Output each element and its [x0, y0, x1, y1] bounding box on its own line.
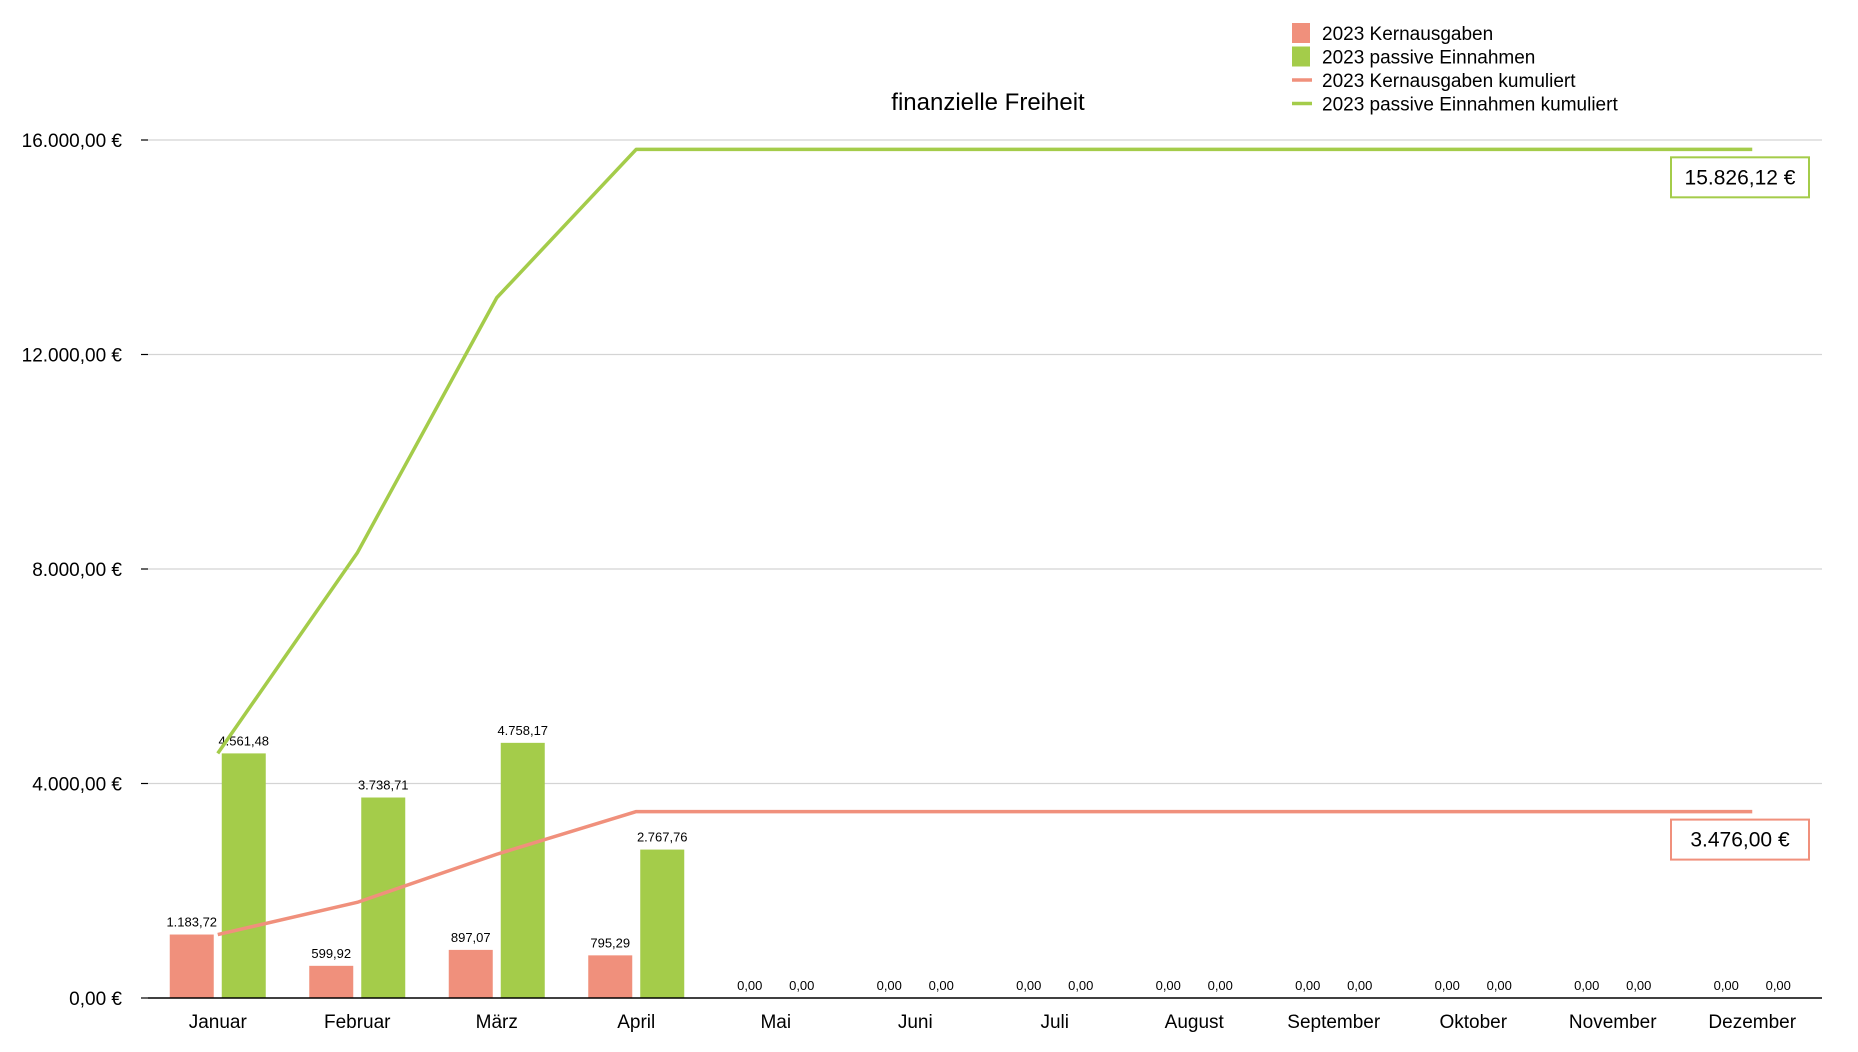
bar-label: 0,00 — [1766, 978, 1791, 993]
y-axis: 0,00 € 4.000,00 € 8.000,00 € 12.000,00 € 16.… — [22, 131, 148, 1010]
bar-label: 0,00 — [1208, 978, 1233, 993]
bar-label: 0,00 — [1487, 978, 1512, 993]
x-tick-label: Februar — [324, 1012, 391, 1033]
x-tick-label: Dezember — [1708, 1012, 1796, 1033]
bar-label: 0,00 — [929, 978, 954, 993]
bar-label: 0,00 — [1068, 978, 1093, 993]
bar-label: 2.767,76 — [637, 830, 688, 845]
lines — [216, 147, 1753, 937]
x-tick-label: September — [1287, 1012, 1381, 1033]
bar-label: 0,00 — [1435, 978, 1460, 993]
legend-swatch — [1292, 23, 1310, 43]
bar-label: 0,00 — [1016, 978, 1041, 993]
bar — [309, 965, 354, 998]
x-tick-label: November — [1569, 1012, 1657, 1033]
bar-label: 0,00 — [789, 978, 814, 993]
bar-label: 0,00 — [1347, 978, 1372, 993]
x-tick-label: Oktober — [1439, 1012, 1507, 1033]
bar — [448, 949, 493, 998]
bar-label: 599,92 — [311, 946, 351, 961]
bar-label: 0,00 — [1574, 978, 1599, 993]
y-tick-label: 16.000,00 € — [22, 131, 123, 152]
legend-label: 2023 passive Einnahmen kumuliert — [1322, 95, 1618, 116]
x-axis: Januar Februar März April Mai Juni Juli August S… — [148, 997, 1822, 1033]
bar-label: 3.738,71 — [358, 778, 409, 793]
bar-label: 0,00 — [1626, 978, 1651, 993]
bar — [640, 849, 685, 998]
legend-label: 2023 passive Einnahmen — [1322, 48, 1535, 69]
bar — [221, 753, 266, 998]
legend-swatch — [1292, 46, 1310, 67]
x-tick-label: Mai — [760, 1012, 791, 1033]
legend-label: 2023 Kernausgaben — [1322, 24, 1493, 45]
x-tick-label: Januar — [189, 1012, 248, 1033]
bars — [169, 742, 685, 998]
y-tick-label: 12.000,00 € — [22, 346, 123, 367]
bar-label: 897,07 — [451, 930, 491, 945]
y-tick-label: 0,00 € — [69, 989, 122, 1010]
series-line — [216, 147, 1753, 755]
x-tick-label: Juli — [1040, 1012, 1069, 1033]
bar-label: 0,00 — [877, 978, 902, 993]
bar — [500, 742, 545, 998]
end-value-label: 15.826,12 € — [1685, 166, 1796, 189]
chart-title: finanzielle Freiheit — [891, 89, 1085, 116]
x-tick-label: März — [476, 1012, 518, 1033]
bar-label: 1.183,72 — [166, 915, 217, 930]
end-value-box — [1670, 156, 1810, 199]
bar-label: 0,00 — [1295, 978, 1320, 993]
series-line — [217, 809, 1753, 937]
grid-lines — [148, 139, 1822, 785]
bar-label: 0,00 — [1714, 978, 1739, 993]
end-labels: 3.476,00 € 15.826,12 € — [1670, 156, 1810, 861]
x-tick-label: August — [1165, 1012, 1225, 1033]
bar — [588, 955, 633, 998]
end-value-box — [1670, 818, 1810, 861]
y-tick-label: 4.000,00 € — [32, 775, 122, 796]
bar — [169, 934, 214, 998]
end-value-label: 3.476,00 € — [1690, 829, 1790, 852]
bar-label: 4.758,17 — [497, 723, 548, 738]
bar-label: 0,00 — [1156, 978, 1181, 993]
bar-label: 0,00 — [737, 978, 762, 993]
legend-label: 2023 Kernausgaben kumuliert — [1322, 71, 1576, 92]
x-tick-label: April — [617, 1012, 655, 1033]
y-tick-label: 8.000,00 € — [32, 560, 122, 581]
bar-label: 795,29 — [590, 935, 630, 950]
bar-labels: 1.183,72 599,92 897,07 795,29 0,00 0,00 0,00 0,… — [166, 723, 1790, 993]
x-tick-label: Juni — [898, 1012, 933, 1033]
